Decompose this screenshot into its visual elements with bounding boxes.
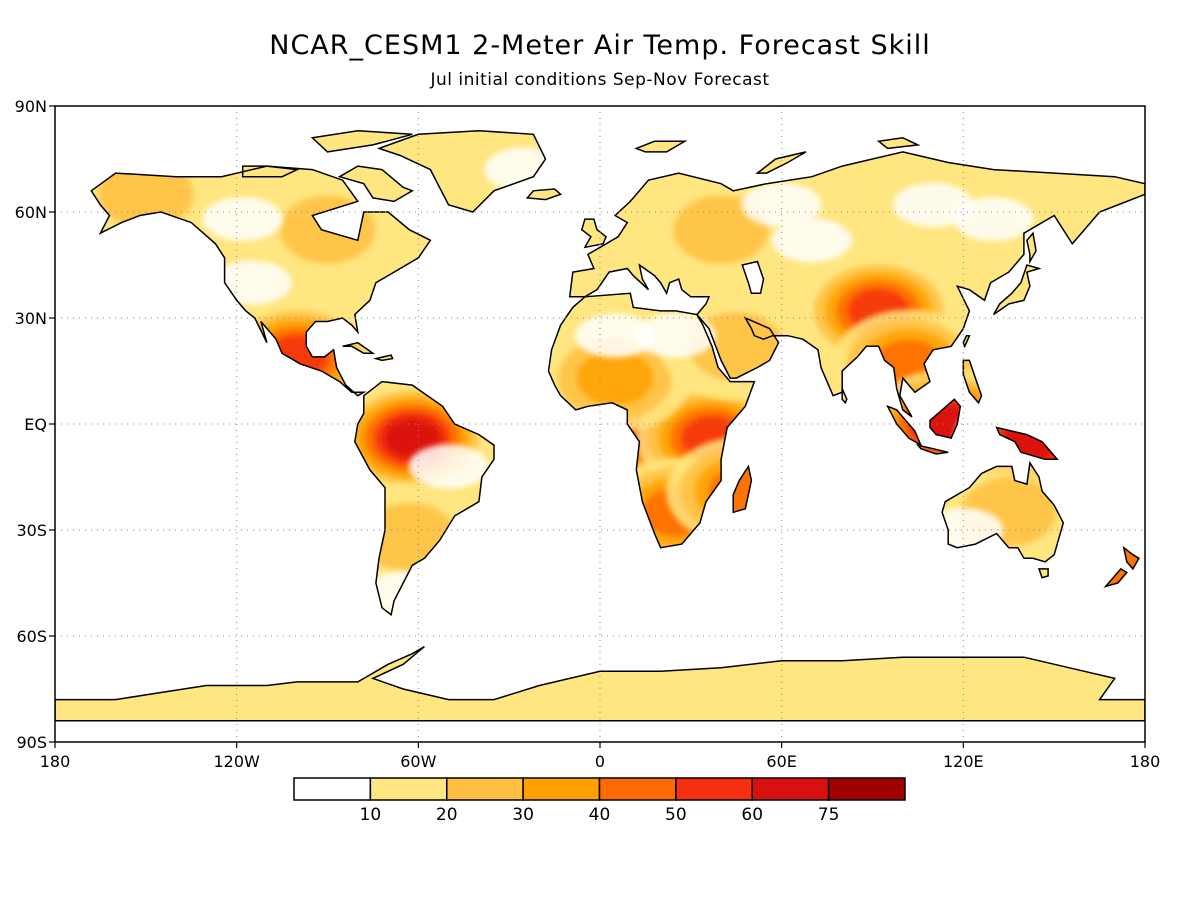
- coast-africa: [547, 292, 756, 549]
- coast-iceland: [525, 188, 563, 201]
- y-tick-label: 60S: [16, 627, 47, 646]
- low-skill-patch: [771, 218, 852, 263]
- colorbar-swatch: [827, 777, 906, 801]
- land-svalbard: [636, 141, 685, 152]
- coast-antarctica: [55, 645, 1145, 722]
- low-skill-patch: [408, 444, 489, 489]
- coast-japan: [992, 264, 1042, 316]
- plot-area: [55, 129, 1145, 722]
- colorbar-label: 50: [665, 805, 687, 825]
- coast-borneo: [929, 398, 962, 439]
- x-tick-label: 180: [1130, 752, 1161, 771]
- low-skill-patch: [741, 182, 822, 227]
- colorbar-swatch: [293, 777, 372, 801]
- skill-blob: [1087, 548, 1145, 597]
- low-skill-patch: [484, 147, 565, 192]
- colorbar-swatch: [522, 777, 601, 801]
- x-tick-label: 180: [40, 752, 71, 771]
- x-tick-label: 120W: [213, 752, 260, 771]
- coast-new-guinea: [995, 426, 1059, 461]
- y-tick-label: 30S: [16, 521, 47, 540]
- y-tick-label: 90S: [16, 733, 47, 752]
- longitude-ticks: 180 120W 60W 0 60E 120E 180: [40, 742, 1161, 771]
- coast-hispaniola: [372, 354, 394, 362]
- x-tick-label: 60E: [766, 752, 796, 771]
- coast-cuba: [342, 341, 376, 355]
- low-skill-patch: [211, 260, 292, 305]
- coast-novaya-zemlya: [755, 151, 807, 174]
- low-skill-patch: [893, 182, 974, 227]
- coast-eurasia: [568, 151, 1145, 418]
- skill-blob: [1001, 421, 1059, 463]
- low-skill-patch: [953, 197, 1034, 242]
- low-skill-patch: [635, 313, 716, 358]
- land-antarctica: [55, 646, 1145, 721]
- coast-australia: [941, 460, 1065, 563]
- latitude-ticks: 90N 60N 30N EQ 30S 60S 90S: [15, 97, 55, 752]
- colorbar-label: 60: [741, 805, 763, 825]
- skill-blob: [361, 503, 457, 572]
- land-baffin: [339, 166, 413, 202]
- coast-new-zealand-north: [1122, 545, 1140, 571]
- y-tick-label: 30N: [15, 309, 47, 328]
- coastlines: [55, 129, 1145, 722]
- skill-blob: [279, 195, 376, 264]
- land-britain: [581, 219, 607, 248]
- coast-victoria-island: [241, 165, 300, 178]
- colorbar-swatch: [446, 777, 524, 801]
- low-skill-patch: [363, 571, 444, 616]
- y-tick-label: 60N: [15, 203, 47, 222]
- colorbar-swatch: [369, 777, 448, 801]
- coast-philippines: [962, 359, 983, 405]
- coast-ellesmere: [310, 129, 413, 153]
- land-novaya-zemlya: [757, 151, 806, 174]
- coast-south-america: [354, 380, 495, 617]
- coast-greenland: [376, 129, 547, 213]
- colorbar-label: 20: [436, 805, 458, 825]
- map-layers: [55, 129, 1145, 722]
- low-skill-patch: [575, 313, 656, 358]
- coast-madagascar: [732, 464, 753, 514]
- map-subtitle: Jul initial conditions Sep-Nov Forecast: [430, 70, 770, 90]
- skill-blob: [577, 350, 654, 406]
- x-tick-label: 0: [595, 752, 605, 771]
- coast-taiwan: [962, 334, 971, 349]
- lat-lon-grid: [55, 106, 1145, 742]
- colorbar-label: 40: [589, 805, 611, 825]
- colorbar-label: 30: [512, 805, 534, 825]
- colorbar-swatch: [751, 777, 830, 801]
- coast-java: [915, 443, 949, 455]
- low-skill-patch: [202, 197, 283, 242]
- x-tick-label: 60W: [400, 752, 436, 771]
- coast-britain: [580, 218, 608, 249]
- y-tick-label: 90N: [15, 97, 47, 116]
- coast-baffin: [337, 165, 415, 203]
- skill-blob: [98, 160, 194, 229]
- colorbar: 10 20 30 40 50 60 75: [293, 777, 906, 825]
- colorbar-swatch: [675, 777, 753, 801]
- x-tick-label: 120E: [943, 752, 984, 771]
- coast-svalbard: [634, 140, 688, 153]
- coast-new-zealand-south: [1103, 567, 1128, 588]
- skill-blob: [709, 467, 776, 515]
- coast-sri-lanka: [841, 388, 848, 405]
- coast-caspian-sea: [741, 260, 765, 295]
- coast-severnaya: [876, 137, 921, 150]
- coast-tasmania: [1037, 568, 1049, 579]
- colorbar-label: 10: [360, 805, 382, 825]
- land-ellesmere: [312, 130, 413, 152]
- coast-north-america: [90, 165, 432, 397]
- colorbar-label: 75: [818, 805, 840, 825]
- map-title: NCAR_CESM1 2-Meter Air Temp. Forecast Sk…: [269, 30, 931, 61]
- colorbar-swatch: [598, 777, 677, 801]
- coast-sakhalin: [1026, 231, 1037, 265]
- y-tick-label: EQ: [24, 415, 47, 434]
